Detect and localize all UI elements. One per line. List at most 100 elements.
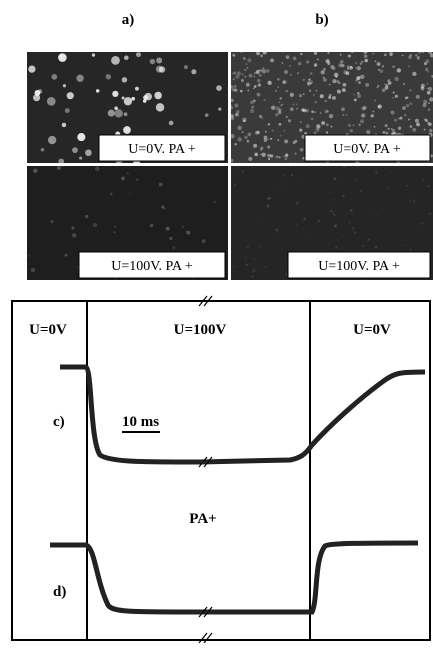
particle xyxy=(429,52,431,54)
particle xyxy=(143,99,147,103)
particle xyxy=(382,65,384,67)
particle xyxy=(110,193,113,196)
particle xyxy=(410,54,412,56)
scale-bar-label: 10 ms xyxy=(122,414,159,430)
particle xyxy=(202,239,206,243)
particle xyxy=(58,159,64,165)
particle xyxy=(124,97,132,105)
particle xyxy=(340,60,343,63)
particle xyxy=(382,131,385,134)
particle xyxy=(377,62,381,66)
particle xyxy=(309,232,310,233)
particle xyxy=(427,122,430,125)
particle xyxy=(427,185,430,188)
particle xyxy=(357,76,361,80)
particle xyxy=(416,123,420,127)
particle xyxy=(412,128,416,132)
particle xyxy=(156,103,164,111)
particle xyxy=(382,89,385,92)
image-label: U=100V. PA + xyxy=(111,259,193,274)
particle xyxy=(257,93,261,97)
particle xyxy=(243,57,246,60)
particle xyxy=(375,246,377,248)
particle xyxy=(308,78,310,80)
particle xyxy=(240,51,242,53)
particle xyxy=(329,84,331,86)
particle xyxy=(233,85,236,88)
particle xyxy=(247,89,249,91)
particle xyxy=(123,126,131,134)
particle xyxy=(324,100,327,103)
particle xyxy=(65,108,70,113)
particle xyxy=(288,119,291,122)
particle xyxy=(172,246,175,249)
particle xyxy=(279,123,282,126)
particle xyxy=(318,219,321,222)
particle xyxy=(425,68,428,71)
particle xyxy=(252,271,254,273)
particle xyxy=(59,54,62,57)
particle xyxy=(290,162,292,164)
micrographs xyxy=(27,50,433,280)
particle xyxy=(290,74,292,76)
particle xyxy=(418,51,421,54)
particle xyxy=(243,120,245,122)
particle xyxy=(294,140,297,143)
particle xyxy=(385,124,388,127)
particle xyxy=(351,51,353,53)
particle xyxy=(233,266,235,268)
particle xyxy=(363,106,366,109)
particle xyxy=(267,145,270,148)
particle xyxy=(259,74,262,77)
particle xyxy=(350,209,353,212)
particle xyxy=(361,61,364,64)
particle xyxy=(115,109,123,117)
particle xyxy=(272,130,274,132)
particle xyxy=(262,69,266,73)
particle xyxy=(234,104,238,108)
particle xyxy=(415,119,419,123)
particle xyxy=(260,54,263,57)
particle xyxy=(41,148,44,151)
particle xyxy=(417,56,420,59)
particle xyxy=(342,88,346,92)
particle xyxy=(375,171,378,174)
particle xyxy=(205,113,209,117)
particle xyxy=(255,269,257,271)
particle xyxy=(51,74,57,80)
particle xyxy=(303,93,305,95)
particle xyxy=(421,223,423,225)
particle xyxy=(127,172,129,174)
particle xyxy=(249,74,253,78)
particle xyxy=(306,61,309,64)
particle xyxy=(278,156,280,158)
particle xyxy=(182,226,184,228)
particle xyxy=(244,69,246,71)
particle xyxy=(213,201,216,204)
particle xyxy=(260,149,262,151)
image-label: U=100V. PA + xyxy=(318,259,400,274)
particle xyxy=(285,157,288,160)
particle xyxy=(275,113,278,116)
particle xyxy=(28,66,35,73)
particle xyxy=(421,86,423,88)
particle xyxy=(374,99,376,101)
particle xyxy=(233,78,235,80)
particle xyxy=(403,83,405,85)
particle xyxy=(31,268,35,272)
particle xyxy=(48,136,56,144)
particle xyxy=(367,240,368,241)
particle xyxy=(245,257,246,258)
particle xyxy=(427,83,429,85)
particle xyxy=(296,224,297,225)
particle xyxy=(50,220,53,223)
particle xyxy=(360,279,361,280)
trace-label: d) xyxy=(53,584,66,600)
particle xyxy=(62,123,66,127)
particle xyxy=(332,66,336,70)
particle xyxy=(150,59,155,64)
particle xyxy=(299,129,302,132)
particle xyxy=(114,226,116,228)
particle xyxy=(347,65,350,68)
phase-label: U=0V xyxy=(353,322,391,338)
